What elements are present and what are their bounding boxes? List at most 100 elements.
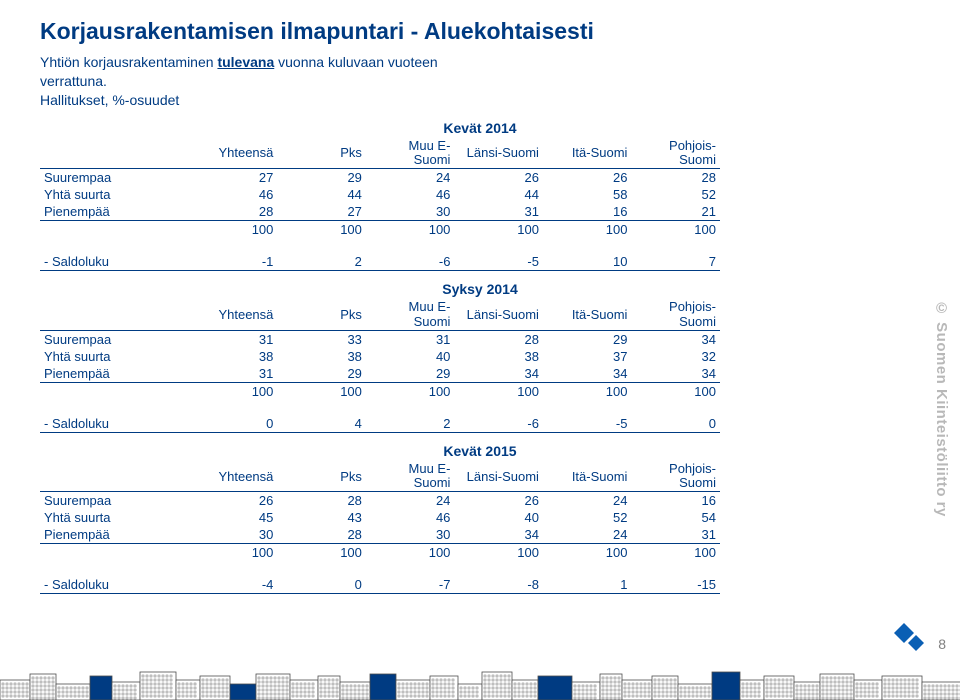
cell-value: 30 [366, 203, 455, 221]
cell-value: 100 [543, 221, 632, 239]
intro-line1-post: vuonna kuluvaan vuoteen [274, 54, 437, 70]
cell-value: 46 [366, 186, 455, 203]
cell-value: 2 [277, 246, 366, 271]
cell-value: 58 [543, 186, 632, 203]
cell-value: 0 [277, 569, 366, 594]
table-row: - Saldoluku-12-6-5107 [40, 246, 720, 271]
cell-value: -7 [366, 569, 455, 594]
cell-value: 26 [543, 169, 632, 187]
cell-value: 28 [189, 203, 278, 221]
cell-value: 38 [454, 348, 543, 365]
cell-value: 31 [189, 365, 278, 383]
table-row: 100100100100100100 [40, 221, 720, 239]
cell-value: 38 [277, 348, 366, 365]
section-label: Syksy 2014 [40, 281, 920, 297]
column-header: Länsi-Suomi [454, 138, 543, 169]
cell-value: 28 [277, 526, 366, 544]
row-label: Yhtä suurta [40, 509, 189, 526]
intro-line2: verrattuna. [40, 73, 107, 89]
cell-value: 100 [189, 382, 278, 400]
cell-value: 46 [189, 186, 278, 203]
table-row: Yhtä suurta464446445852 [40, 186, 720, 203]
cell-value: 4 [277, 408, 366, 433]
column-header: Pohjois-Suomi [631, 299, 720, 330]
cell-value: 2 [366, 408, 455, 433]
cell-value: 38 [189, 348, 278, 365]
tables-container: Kevät 2014YhteensäPksMuu E-SuomiLänsi-Su… [40, 120, 920, 595]
row-label: - Saldoluku [40, 569, 189, 594]
cell-value: 100 [366, 221, 455, 239]
column-header: Länsi-Suomi [454, 461, 543, 492]
cell-value: 16 [543, 203, 632, 221]
cell-value: 31 [189, 330, 278, 348]
column-header: Yhteensä [189, 299, 278, 330]
cell-value: 34 [631, 330, 720, 348]
cell-value: 100 [454, 544, 543, 562]
cell-value: 29 [543, 330, 632, 348]
column-header: Itä-Suomi [543, 299, 632, 330]
cell-value: 100 [189, 544, 278, 562]
column-header: Pohjois-Suomi [631, 138, 720, 169]
row-label: Yhtä suurta [40, 186, 189, 203]
page-title: Korjausrakentamisen ilmapuntari - Alueko… [40, 18, 920, 45]
cell-value: 30 [189, 526, 278, 544]
data-table: YhteensäPksMuu E-SuomiLänsi-SuomiItä-Suo… [40, 461, 720, 595]
cell-value: 26 [454, 492, 543, 510]
cell-value: 100 [631, 221, 720, 239]
row-label [40, 382, 189, 400]
cell-value: 34 [543, 365, 632, 383]
cell-value: 100 [189, 221, 278, 239]
table-row: 100100100100100100 [40, 544, 720, 562]
row-label [40, 544, 189, 562]
cell-value: -15 [631, 569, 720, 594]
column-header: Muu E-Suomi [366, 299, 455, 330]
row-label: Yhtä suurta [40, 348, 189, 365]
row-label: Suurempaa [40, 169, 189, 187]
cell-value: 29 [366, 365, 455, 383]
cell-value: 7 [631, 246, 720, 271]
intro-text: Yhtiön korjausrakentaminen tulevana vuon… [40, 53, 920, 110]
cell-value: 16 [631, 492, 720, 510]
cell-value: 1 [543, 569, 632, 594]
table-row: Yhtä suurta454346405254 [40, 509, 720, 526]
row-label: Pienempää [40, 526, 189, 544]
cell-value: -4 [189, 569, 278, 594]
cell-value: -5 [454, 246, 543, 271]
page-number: 8 [938, 636, 946, 652]
cell-value: 54 [631, 509, 720, 526]
cell-value: 100 [631, 382, 720, 400]
cell-value: 44 [454, 186, 543, 203]
cell-value: -8 [454, 569, 543, 594]
cell-value: 45 [189, 509, 278, 526]
row-label: Pienempää [40, 203, 189, 221]
skyline-decoration [0, 668, 960, 700]
cell-value: 100 [366, 382, 455, 400]
column-header: Yhteensä [189, 138, 278, 169]
cell-value: 52 [543, 509, 632, 526]
intro-line3: Hallitukset, %-osuudet [40, 92, 179, 108]
cell-value: 100 [454, 382, 543, 400]
table-row: Pienempää312929343434 [40, 365, 720, 383]
intro-line1-pre: Yhtiön korjausrakentaminen [40, 54, 217, 70]
cell-value: 34 [454, 365, 543, 383]
table-row: - Saldoluku-40-7-81-15 [40, 569, 720, 594]
column-header: Länsi-Suomi [454, 299, 543, 330]
row-label: Suurempaa [40, 492, 189, 510]
cell-value: 0 [189, 408, 278, 433]
table-row: Suurempaa313331282934 [40, 330, 720, 348]
cell-value: 28 [631, 169, 720, 187]
cell-value: 40 [366, 348, 455, 365]
cell-value: 100 [454, 221, 543, 239]
table-row: Yhtä suurta383840383732 [40, 348, 720, 365]
column-header-empty [40, 299, 189, 330]
table-row: Pienempää302830342431 [40, 526, 720, 544]
column-header: Itä-Suomi [543, 461, 632, 492]
cell-value: 10 [543, 246, 632, 271]
cell-value: -1 [189, 246, 278, 271]
cell-value: 43 [277, 509, 366, 526]
cell-value: 46 [366, 509, 455, 526]
cell-value: 27 [277, 203, 366, 221]
cell-value: 28 [277, 492, 366, 510]
cell-value: 52 [631, 186, 720, 203]
cell-value: 27 [189, 169, 278, 187]
